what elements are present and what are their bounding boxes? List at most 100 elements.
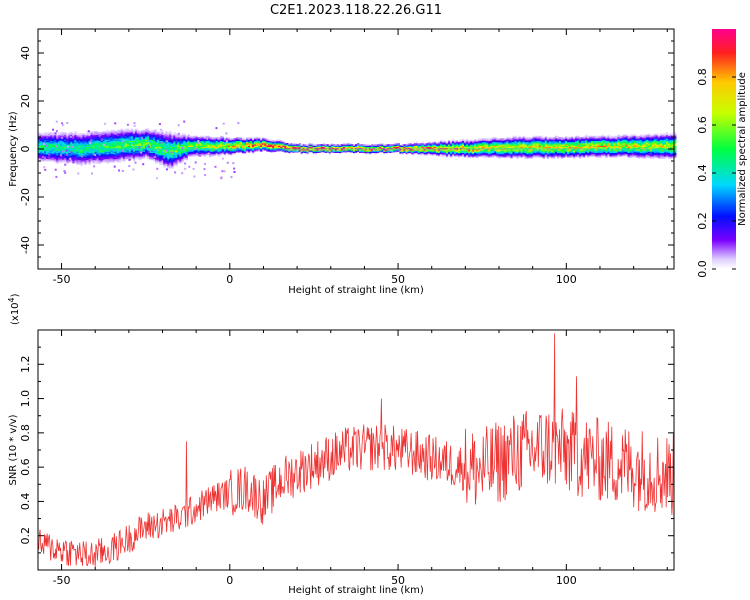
spectrogram-cell	[44, 152, 47, 155]
spectrogram-cell	[124, 143, 128, 145]
spectrogram-cell	[613, 135, 616, 138]
spectrogram-cell	[470, 141, 473, 144]
spectrogram-cell	[502, 140, 505, 143]
spectrogram-cell	[508, 145, 511, 147]
spectrogram-cell	[179, 157, 182, 159]
spectrogram-cell	[177, 151, 180, 153]
spectrogram-cell	[102, 137, 106, 139]
spectrogram-cell	[569, 139, 572, 141]
spectrogram-cell	[641, 137, 645, 139]
spectrogram-cell	[116, 159, 120, 162]
spectrogram-cell	[183, 151, 186, 153]
spectrogram-cell	[56, 134, 59, 137]
spectrogram-cell	[552, 144, 556, 146]
spectrogram-cell	[498, 152, 501, 155]
spectrogram-cell	[381, 143, 384, 145]
spectrogram-cell	[94, 135, 97, 138]
spectrogram-cell	[130, 143, 134, 145]
spectrogram-cell	[233, 140, 237, 143]
spectrogram-cell	[302, 146, 305, 149]
spectrogram-cell	[330, 145, 334, 147]
spectrogram-cell	[116, 150, 120, 152]
spectrogram-cell	[516, 139, 519, 141]
spectrogram-cell	[346, 143, 350, 145]
spectrogram-cell	[431, 152, 435, 155]
spectrogram-cell	[141, 141, 144, 144]
spectrogram-cell	[124, 135, 128, 138]
spectrogram-cell	[304, 152, 307, 155]
spectrogram-cell	[38, 143, 41, 145]
spectrogram-cell	[246, 138, 249, 140]
spectrogram-cell	[163, 143, 166, 145]
spectrogram-cell	[102, 161, 106, 163]
spectrogram-cell	[272, 143, 275, 145]
spectrogram-cell	[128, 143, 132, 145]
spectrogram-cell	[128, 145, 132, 147]
spectrogram-cell	[181, 145, 184, 147]
spectrogram-cell	[48, 143, 51, 145]
spectrogram-cell	[611, 146, 614, 149]
spectrogram-cell	[629, 139, 633, 141]
spectrogram-cell	[589, 144, 592, 146]
spectrogram-cell	[48, 157, 51, 159]
spectrogram-cell	[183, 147, 186, 150]
spectrogram-cell	[88, 152, 91, 155]
spectrogram-cell	[451, 151, 455, 153]
spectrogram-cell	[348, 150, 352, 152]
spectrogram-cell	[510, 141, 513, 144]
spectrogram-cell	[575, 137, 578, 139]
spectrogram-cell	[136, 129, 140, 132]
spectrogram-cell	[165, 141, 168, 144]
spectrogram-cell	[70, 158, 73, 161]
spectrogram-cell	[655, 147, 659, 150]
spectrogram-cell	[351, 145, 354, 147]
spectrogram-cell	[229, 152, 233, 155]
spectrogram-cell	[60, 143, 63, 145]
spectrogram-cell	[306, 147, 309, 150]
spectrogram-cell	[128, 132, 132, 134]
spectrogram-cell	[506, 150, 509, 152]
spectrogram-cell	[512, 143, 515, 145]
spectrogram-cell	[165, 155, 168, 157]
spectrogram-cell	[627, 149, 631, 151]
spectrogram-cell	[246, 146, 249, 149]
spectrogram-cell	[177, 159, 180, 162]
spectrogram-cell	[468, 155, 471, 157]
spectrogram-cell	[76, 156, 79, 158]
spectrogram-cell	[38, 137, 41, 139]
spectrogram-cell	[651, 139, 655, 141]
spectrogram-cell	[96, 150, 100, 152]
spectrogram-cell	[155, 137, 158, 139]
spectrogram-cell	[173, 144, 176, 146]
spectrogram-cell	[482, 143, 485, 145]
spectrogram-cell	[100, 159, 104, 162]
spectrogram-cell	[510, 156, 513, 158]
spectrogram-cell	[534, 143, 538, 145]
spectrogram-cell	[583, 141, 586, 144]
spectrogram-cell	[84, 141, 87, 144]
spectrogram-cell	[167, 150, 170, 152]
spectrogram-cell	[171, 135, 174, 138]
spectrogram-cell	[132, 152, 136, 155]
spectrogram-cell	[472, 149, 475, 151]
spectrogram-cell	[504, 149, 507, 151]
spectrogram-cell	[104, 151, 108, 153]
spectrogram-cell	[595, 138, 598, 140]
spectrogram-cell	[237, 151, 241, 153]
spectrogram-cell	[571, 152, 574, 155]
spectrogram-cell	[92, 161, 95, 163]
spectrogram-cell	[486, 143, 489, 145]
spectrogram-cell	[157, 133, 160, 135]
spectrogram-cell	[165, 157, 168, 159]
spectrogram-cell	[155, 151, 158, 153]
spectrogram-cell	[217, 138, 221, 140]
spectrogram-cell	[558, 141, 562, 144]
spectrogram-cell	[647, 152, 651, 155]
spectrogram-cell	[181, 133, 184, 135]
spectrogram-cell	[617, 155, 620, 157]
spectrogram-cell	[112, 131, 116, 133]
spectrogram-cell	[631, 137, 635, 139]
spectrogram-cell	[241, 151, 245, 153]
spectrogram-cell	[187, 144, 190, 146]
spectrogram-cell	[316, 149, 320, 151]
